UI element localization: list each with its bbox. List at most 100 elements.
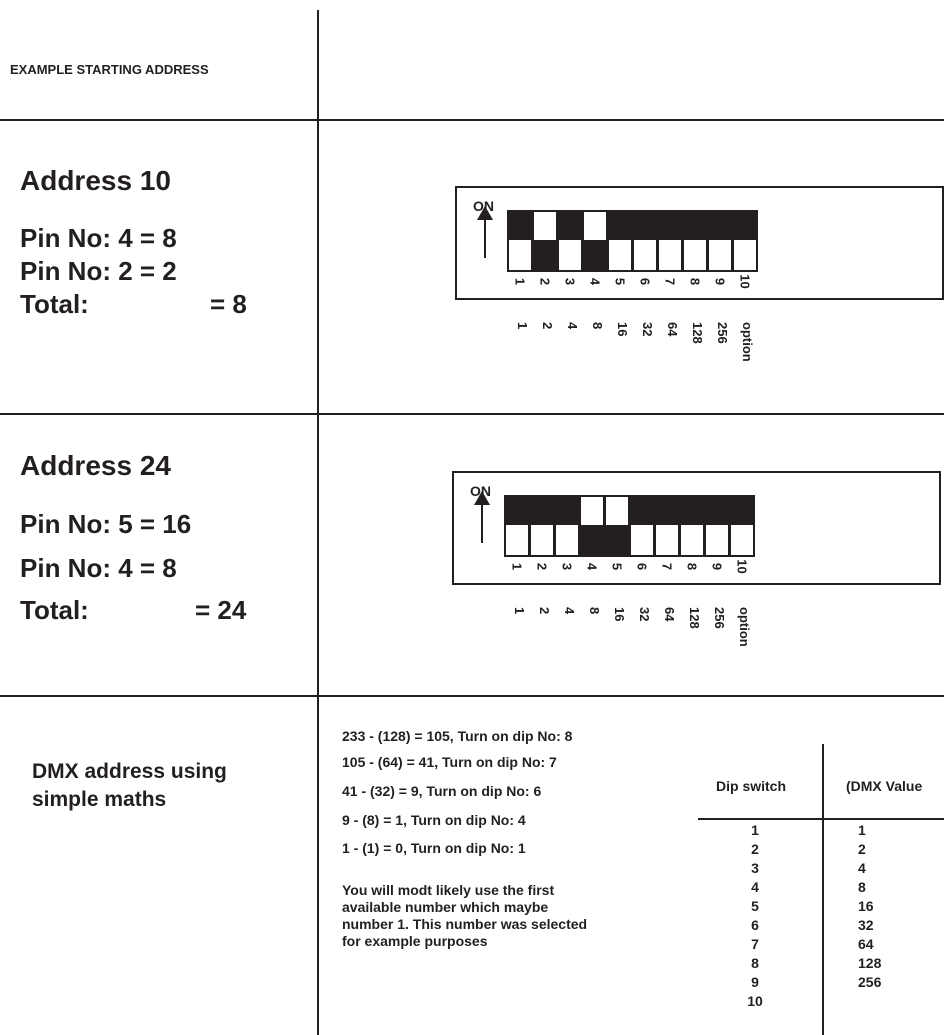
dip-value-label: 1 <box>512 607 527 615</box>
math-step: 1 - (1) = 0, Turn on dip No: 1 <box>342 840 526 856</box>
table-cell-dmx: 4 <box>858 860 866 876</box>
math-step: 233 - (128) = 105, Turn on dip No: 8 <box>342 728 573 744</box>
up-arrow-icon <box>477 206 493 220</box>
dip-value-label: option <box>740 322 755 362</box>
dip-value-label: 2 <box>540 322 555 330</box>
switch-number: 7 <box>659 562 675 571</box>
table-cell-dip: 9 <box>751 974 759 990</box>
up-arrow-icon <box>474 491 490 505</box>
pin-line: Pin No: 4 = 8 <box>20 223 177 253</box>
switch-lower <box>529 525 555 557</box>
switch-upper <box>529 495 555 529</box>
switch-number: 8 <box>687 277 703 286</box>
address-10-heading: Address 10 <box>20 165 171 196</box>
switch-upper <box>582 210 608 244</box>
dip-value-label: 64 <box>665 322 680 337</box>
table-cell-dmx: 1 <box>858 822 866 838</box>
note-text: You will modt likely use the first avail… <box>342 882 662 950</box>
dip-value-label: 16 <box>612 607 627 622</box>
dip-value-label: 128 <box>687 607 702 629</box>
switch-number: 4 <box>584 562 600 571</box>
note-line: available number which maybe <box>342 899 549 915</box>
switch-upper <box>654 495 680 529</box>
dip-value-label: option <box>737 607 752 647</box>
switch-upper <box>679 495 705 529</box>
note-line: for example purposes <box>342 933 488 949</box>
address-24-heading: Address 24 <box>20 450 171 481</box>
switch-number: 5 <box>612 277 628 286</box>
switch-lower <box>579 525 605 557</box>
dip-value-label: 4 <box>565 322 580 330</box>
column-divider <box>317 10 319 1035</box>
row-divider-2 <box>0 413 944 415</box>
switch-upper <box>704 495 730 529</box>
switch-number: 1 <box>512 277 528 286</box>
table-cell-dmx: 256 <box>858 974 882 990</box>
switch-lower <box>504 525 530 557</box>
switch-number: 5 <box>609 562 625 571</box>
switch-number: 10 <box>734 559 750 574</box>
dip-value-label: 4 <box>562 607 577 615</box>
table-cell-dip: 3 <box>751 860 759 876</box>
pin-line: Pin No: 4 = 8 <box>20 553 177 583</box>
switch-lower <box>732 240 758 272</box>
switch-lower <box>607 240 633 272</box>
row-divider-3 <box>0 695 944 697</box>
table-cell-dip: 4 <box>751 879 759 895</box>
switch-lower <box>507 240 533 272</box>
switch-number: 3 <box>559 562 575 571</box>
switch-lower <box>632 240 658 272</box>
dip-value-label: 32 <box>640 322 655 337</box>
switch-lower <box>629 525 655 557</box>
switch-lower <box>604 525 630 557</box>
table-divider <box>822 744 824 1035</box>
switch-number: 6 <box>634 562 650 571</box>
switch-lower <box>532 240 558 272</box>
switch-upper <box>729 495 755 529</box>
switch-number: 1 <box>509 562 525 571</box>
arrow-shaft <box>484 216 486 258</box>
switch-upper <box>607 210 633 244</box>
note-line: You will modt likely use the first <box>342 882 555 898</box>
dip-value-label: 64 <box>662 607 677 622</box>
table-header-dmx: (DMX Value <box>846 778 923 794</box>
switch-lower <box>707 240 733 272</box>
switch-upper <box>682 210 708 244</box>
switch-lower <box>582 240 608 272</box>
dip-switch-diagram: ON 1 2 3 4 5 6 7 8 9 10 <box>455 186 944 300</box>
dip-value-label: 1 <box>515 322 530 330</box>
row-divider-1 <box>0 119 944 121</box>
switch-upper <box>657 210 683 244</box>
header-title: EXAMPLE STARTING ADDRESS <box>10 62 209 77</box>
switch-upper <box>507 210 533 244</box>
table-cell-dip: 7 <box>751 936 759 952</box>
switch-lower <box>657 240 683 272</box>
table-cell-dmx: 32 <box>858 917 874 933</box>
switch-number: 3 <box>562 277 578 286</box>
dip-value-label: 256 <box>715 322 730 344</box>
total-label: Total: <box>20 289 89 319</box>
switch-number: 6 <box>637 277 653 286</box>
total-line: Total: = 8 <box>20 288 300 321</box>
table-header-rule <box>698 818 944 820</box>
dip-value-label: 128 <box>690 322 705 344</box>
table-cell-dmx: 16 <box>858 898 874 914</box>
total-label: Total: <box>20 595 89 625</box>
math-step: 105 - (64) = 41, Turn on dip No: 7 <box>342 754 557 770</box>
switch-upper <box>732 210 758 244</box>
switch-number: 10 <box>737 274 753 289</box>
switch-upper <box>557 210 583 244</box>
table-cell-dip: 8 <box>751 955 759 971</box>
dmx-title: DMX address using simple maths <box>32 758 302 814</box>
note-line: number 1. This number was selected <box>342 916 588 932</box>
switch-upper <box>532 210 558 244</box>
dip-value-label: 16 <box>615 322 630 337</box>
math-step: 9 - (8) = 1, Turn on dip No: 4 <box>342 812 526 828</box>
switch-upper <box>579 495 605 529</box>
table-cell-dip: 10 <box>747 993 763 1009</box>
table-header-dip: Dip switch <box>716 778 787 794</box>
switch-upper <box>632 210 658 244</box>
switch-upper <box>629 495 655 529</box>
arrow-shaft <box>481 501 483 543</box>
switch-lower <box>682 240 708 272</box>
